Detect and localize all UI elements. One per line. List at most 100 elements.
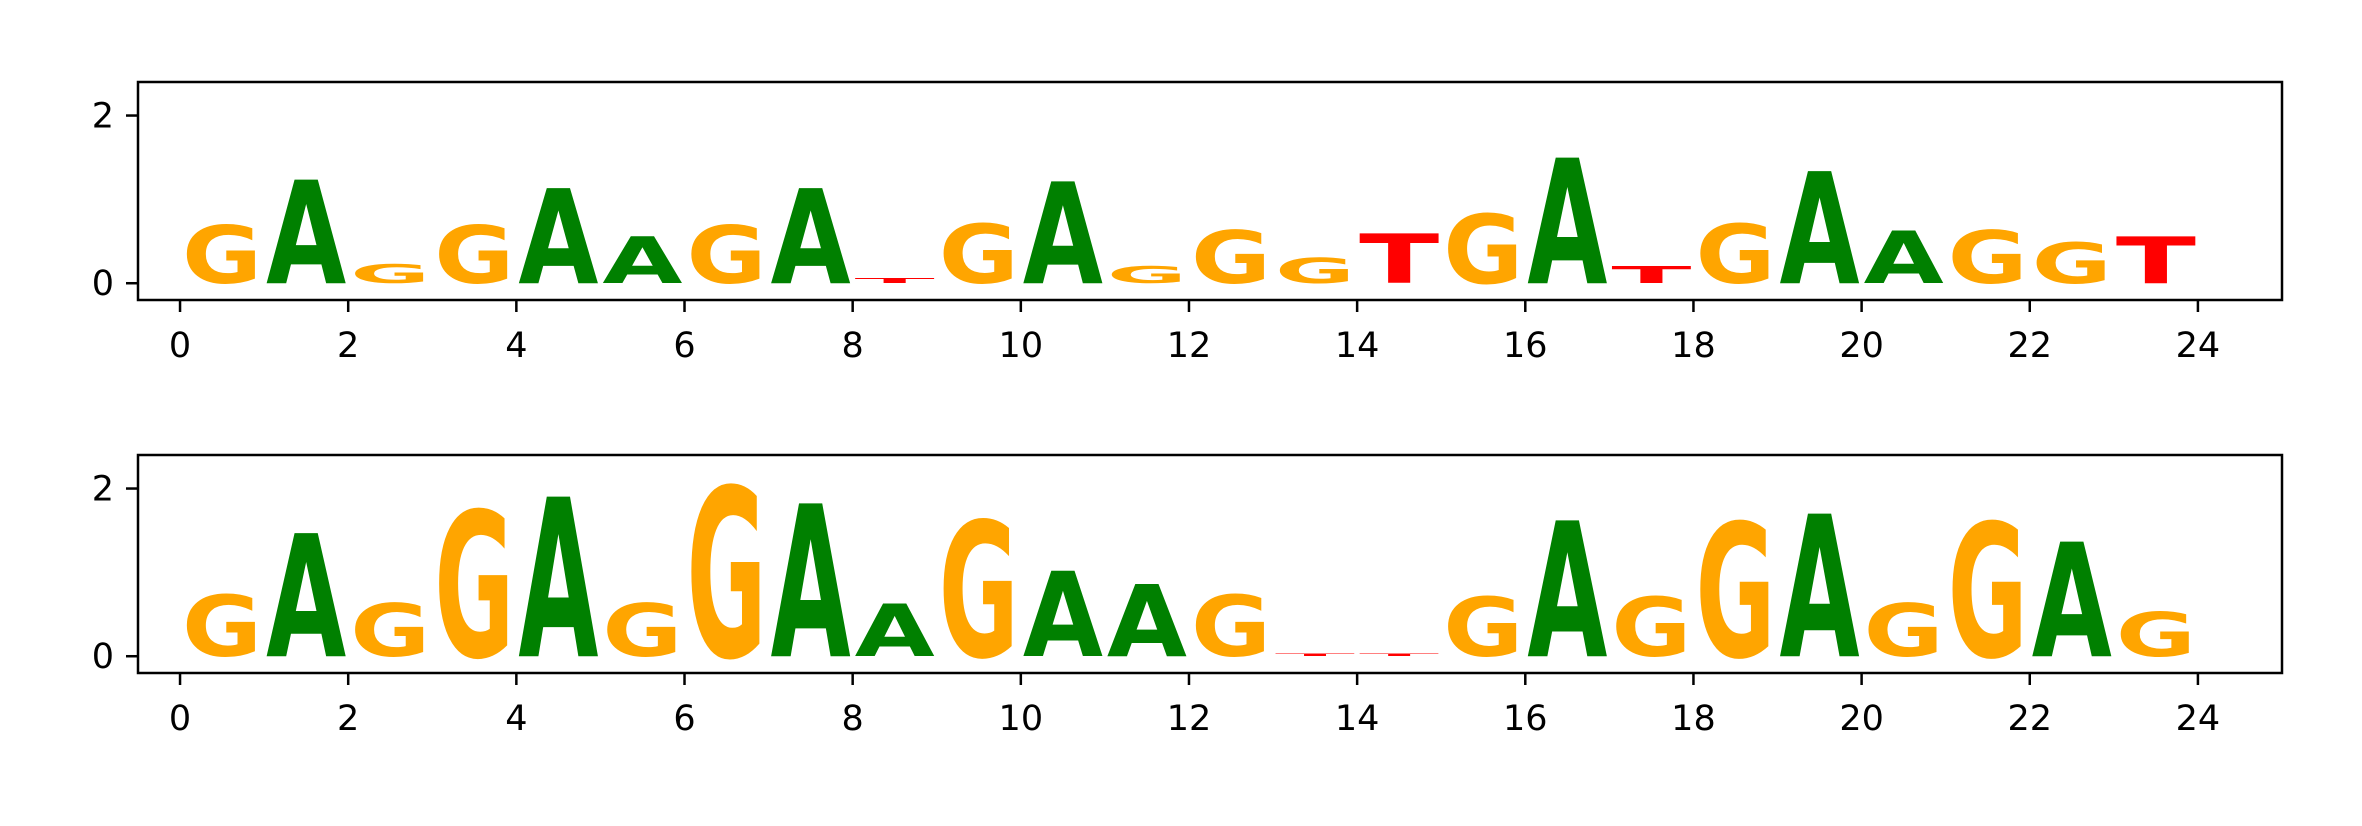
svg-text:G: G [1275,251,1355,292]
svg-text:G: G [1695,208,1775,303]
logo-letter-A-pos-1: A [266,500,346,696]
svg-text:A: A [518,163,598,315]
svg-text:G: G [1611,581,1691,676]
logo-letter-G-pos-6: G [687,211,767,300]
svg-text:A: A [1780,141,1860,320]
svg-text:G: G [1695,485,1775,699]
svg-text:A: A [1107,565,1187,680]
logo-letter-T-pos-17: T [1611,262,1691,289]
x-tick-label: 12 [1167,326,1212,366]
logo-letter-G-pos-11: G [1107,262,1187,289]
logo-letter-A-pos-7: A [771,163,851,315]
x-tick-label: 8 [842,699,864,739]
logo-letter-A-pos-4: A [518,453,598,709]
svg-text:G: G [939,485,1019,702]
logo-panel-bottom: G A G G A G G A A G A A G T T G A G G A G G A G0 2 4 6 8 10 12 14 16 18 2… [92,441,2284,739]
x-tick-label: 10 [999,326,1044,366]
x-tick-label: 8 [842,326,864,366]
logo-letter-G-pos-12: G [1191,578,1271,676]
logo-letter-G-pos-5: G [602,589,682,673]
svg-text:G: G [2032,231,2112,296]
svg-text:A: A [1780,476,1860,703]
logo-letter-G-pos-9: G [939,208,1019,303]
svg-text:A: A [771,163,851,315]
svg-text:G: G [182,578,262,676]
svg-text:G: G [434,471,514,705]
svg-text:T: T [1359,221,1439,300]
x-tick-label: 4 [505,699,527,739]
y-tick-label: 2 [92,470,114,510]
x-tick-label: 0 [169,699,191,739]
logo-letter-A-pos-19: A [1780,476,1860,703]
x-tick-label: 6 [673,699,695,739]
y-tick-label: 0 [92,264,114,304]
svg-text:A: A [1527,124,1607,324]
logo-letter-G-pos-18: G [1695,208,1775,303]
x-tick-label: 24 [2176,699,2221,739]
svg-text:G: G [1107,262,1187,289]
logo-letter-G-pos-2: G [350,260,430,290]
svg-text:G: G [350,260,430,290]
svg-text:A: A [1864,216,1944,300]
svg-text:A: A [2032,512,2112,694]
svg-text:G: G [1864,589,1944,673]
svg-text:G: G [350,589,430,673]
svg-text:G: G [1191,578,1271,676]
svg-text:T: T [855,277,935,285]
logo-letter-G-pos-18: G [1695,485,1775,699]
logo-letter-T-pos-13: T [1275,653,1355,657]
logo-letter-A-pos-10: A [1023,155,1103,300]
svg-text:G: G [1948,485,2028,699]
plot-frame [136,80,2284,302]
x-tick-label: 0 [169,326,191,366]
svg-text:G: G [687,441,767,712]
svg-text:A: A [771,462,851,706]
logo-letter-G-pos-0: G [182,578,262,676]
logo-panel-top: G A G G A A G A T G A G G G T G A T G A A G G T0 2 4 6 8 10 12 14 16 18 2… [92,80,2284,366]
logo-letter-A-pos-19: A [1780,141,1860,320]
svg-text:G: G [434,211,514,303]
logo-letter-A-pos-10: A [1023,548,1103,673]
svg-text:A: A [266,500,346,696]
svg-text:G: G [602,589,682,673]
svg-text:T: T [1611,262,1691,289]
logo-letter-A-pos-7: A [771,462,851,706]
logo-letter-G-pos-22: G [2032,231,2112,296]
svg-text:G: G [1443,194,1523,306]
svg-text:G: G [182,211,262,303]
logo-letter-A-pos-20: A [1864,216,1944,300]
logo-letter-G-pos-23: G [2116,600,2196,671]
x-tick-label: 16 [1503,699,1548,739]
logo-letter-A-pos-16: A [1527,485,1607,702]
logo-letter-G-pos-21: G [1948,216,2028,300]
svg-text:A: A [518,453,598,709]
y-tick-label: 2 [92,97,114,137]
logo-letter-A-pos-16: A [1527,124,1607,324]
logo-letter-T-pos-8: T [855,277,935,285]
x-tick-label: 22 [2007,699,2052,739]
logo-letter-A-pos-5: A [602,224,682,299]
svg-text:A: A [602,224,682,299]
svg-text:T: T [1359,653,1439,657]
logo-letter-A-pos-11: A [1107,565,1187,680]
x-tick-label: 4 [505,326,527,366]
logo-letter-G-pos-15: G [1443,194,1523,306]
x-tick-label: 12 [1167,699,1212,739]
svg-text:T: T [1275,653,1355,657]
logo-letter-T-pos-14: T [1359,653,1439,657]
logo-letter-G-pos-13: G [1275,251,1355,292]
svg-text:G: G [939,208,1019,303]
logo-letter-G-pos-9: G [939,485,1019,702]
svg-text:G: G [1443,581,1523,676]
logo-letter-G-pos-15: G [1443,581,1523,676]
svg-text:A: A [1527,485,1607,702]
logo-letter-T-pos-23: T [2116,224,2196,299]
x-tick-label: 2 [337,326,359,366]
logo-letter-G-pos-21: G [1948,485,2028,699]
x-tick-label: 18 [1671,326,1716,366]
logo-letter-A-pos-22: A [2032,512,2112,694]
logo-letter-A-pos-8: A [855,589,935,673]
x-tick-label: 22 [2007,326,2052,366]
